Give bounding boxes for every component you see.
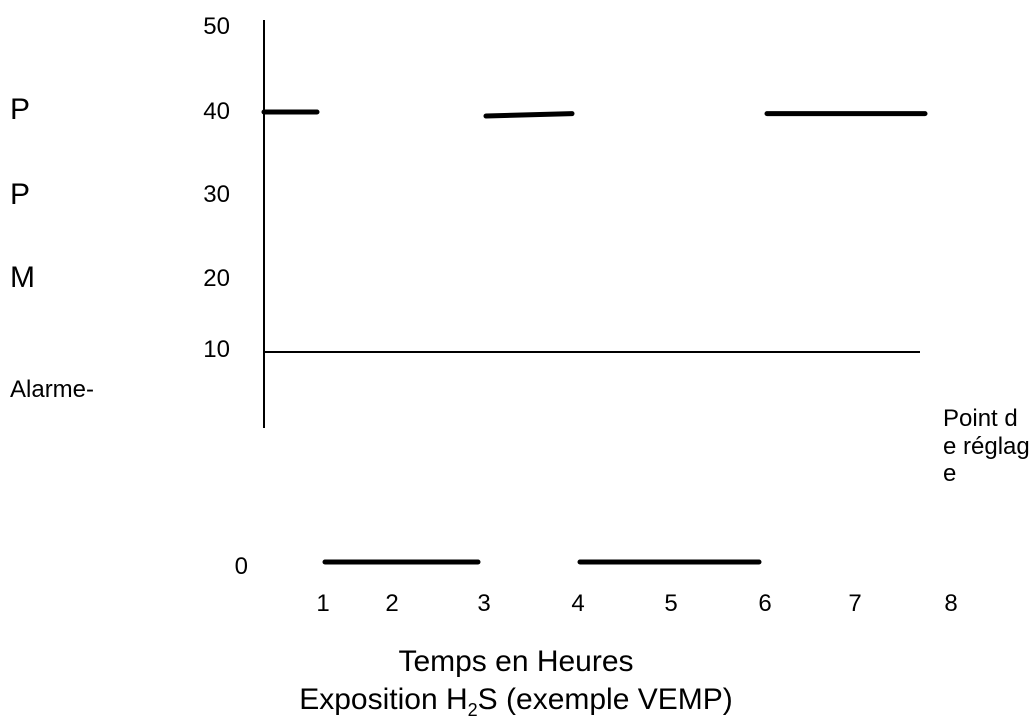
chart-title-main: Exposition H bbox=[299, 683, 468, 716]
chart-title: Exposition H2S (exemple VEMP) bbox=[0, 683, 1032, 721]
chart-title-subscript: 2 bbox=[467, 700, 478, 720]
y-label-letter-p1: P bbox=[10, 93, 31, 126]
x-tick-2: 2 bbox=[385, 590, 399, 617]
alarm-label: Alarme- bbox=[10, 376, 95, 403]
x-tick-6: 6 bbox=[758, 590, 772, 617]
exposure-series bbox=[261, 109, 928, 565]
x-axis-title: Temps en Heures bbox=[398, 645, 634, 678]
y-tick-40: 40 bbox=[203, 98, 230, 125]
y-tick-20: 20 bbox=[203, 265, 230, 292]
y-tick-50: 50 bbox=[203, 13, 230, 40]
y-tick-0: 0 bbox=[234, 553, 248, 580]
chart-title-rest: S (exemple VEMP) bbox=[477, 683, 733, 716]
x-tick-1: 1 bbox=[316, 590, 330, 617]
y-label-letter-m: M bbox=[10, 261, 35, 294]
y-tick-10: 10 bbox=[203, 336, 230, 363]
y-label-letter-p2: P bbox=[10, 178, 31, 211]
x-tick-8: 8 bbox=[944, 590, 958, 617]
x-tick-3: 3 bbox=[477, 590, 491, 617]
y-tick-30: 30 bbox=[203, 181, 230, 208]
exposure-segment-3 bbox=[483, 111, 575, 119]
setpoint-label: Point de réglage bbox=[943, 405, 1030, 488]
x-tick-5: 5 bbox=[664, 590, 678, 617]
x-tick-7: 7 bbox=[848, 590, 862, 617]
x-tick-4: 4 bbox=[571, 590, 585, 617]
